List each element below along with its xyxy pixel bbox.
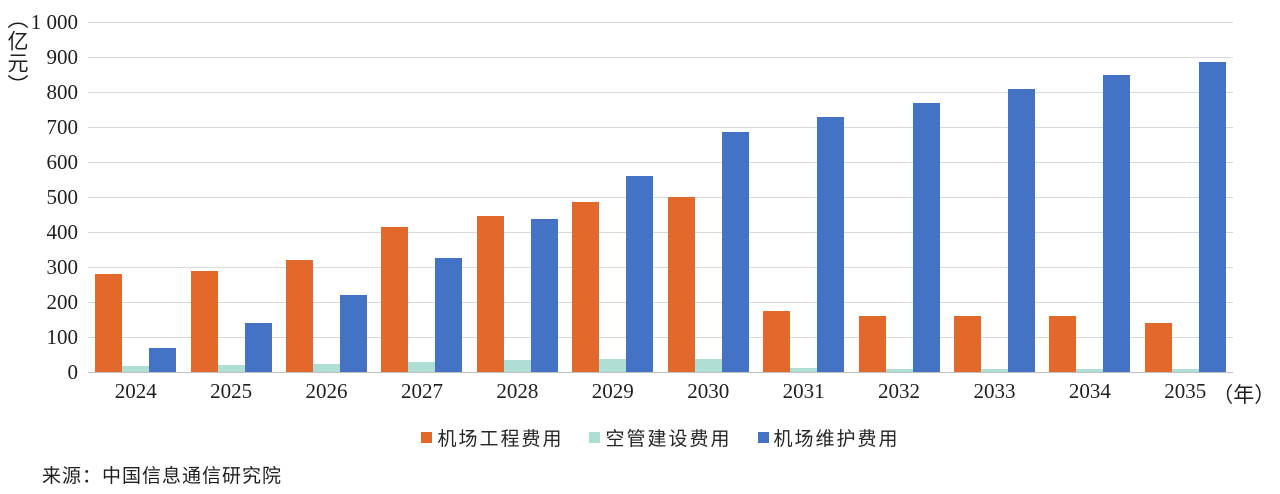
- bar-机场维护费用-2031: [817, 116, 845, 372]
- legend: 机场工程费用 空管建设费用 机场维护费用: [88, 424, 1233, 451]
- bar-机场维护费用-2030: [721, 132, 749, 372]
- gridline: [88, 92, 1233, 93]
- x-axis-tick-label: 2030: [687, 379, 730, 403]
- bar-空管建设费用-2025: [217, 365, 245, 372]
- bar-空管建设费用-2031: [790, 367, 818, 372]
- bar-机场工程费用-2031: [763, 310, 791, 372]
- bar-机场工程费用-2033: [953, 316, 981, 372]
- gridline: [88, 197, 1233, 198]
- x-axis-tick-label: 2033: [973, 379, 1016, 403]
- bar-空管建设费用-2027: [408, 362, 436, 372]
- bar-空管建设费用-2032: [885, 368, 913, 372]
- bar-空管建设费用-2028: [503, 360, 531, 372]
- x-axis-tick-label: 2031: [782, 379, 825, 403]
- gridline: [88, 127, 1233, 128]
- x-axis-tick-label: 2035: [1164, 379, 1207, 403]
- x-axis-tick-label: 2025: [210, 379, 253, 403]
- y-axis-unit-label: （亿元）: [5, 8, 29, 96]
- bar-空管建设费用-2026: [313, 363, 341, 372]
- y-axis-tick-label: 400: [46, 220, 79, 244]
- gridline: [88, 267, 1233, 268]
- gridline: [88, 337, 1233, 338]
- bar-机场维护费用-2025: [244, 323, 272, 372]
- legend-item-机场工程费用: 机场工程费用: [421, 424, 563, 451]
- bar-空管建设费用-2033: [980, 368, 1008, 372]
- bar-机场维护费用-2035: [1198, 62, 1226, 372]
- bar-机场工程费用-2029: [572, 202, 600, 372]
- x-axis-tick-label: 2029: [591, 379, 634, 403]
- gridline: [88, 57, 1233, 58]
- y-axis-tick-label: 700: [46, 115, 79, 139]
- x-axis-tick-label: 2032: [878, 379, 921, 403]
- bar-空管建设费用-2030: [694, 358, 722, 372]
- bar-机场工程费用-2030: [667, 197, 695, 372]
- source-note: 来源：中国信息通信研究院: [42, 466, 283, 487]
- bar-机场维护费用-2029: [626, 176, 654, 372]
- x-axis-tick-label: 2027: [400, 379, 443, 403]
- bar-空管建设费用-2035: [1171, 368, 1199, 372]
- legend-item-空管建设费用: 空管建设费用: [589, 424, 731, 451]
- bar-机场工程费用-2035: [1144, 323, 1172, 372]
- legend-label: 机场工程费用: [437, 429, 564, 450]
- bar-机场工程费用-2024: [95, 274, 123, 372]
- legend-swatch-icon: [421, 432, 433, 443]
- bar-机场维护费用-2027: [435, 258, 463, 372]
- bar-机场工程费用-2034: [1049, 316, 1077, 372]
- y-axis-tick-label: 500: [46, 185, 79, 209]
- bar-机场维护费用-2028: [530, 218, 558, 372]
- x-axis-tick-label: 2028: [496, 379, 539, 403]
- plot-area: [88, 22, 1233, 373]
- bar-机场维护费用-2032: [912, 102, 940, 372]
- bar-机场维护费用-2024: [149, 348, 177, 372]
- bar-机场工程费用-2026: [286, 260, 314, 372]
- gridline: [88, 232, 1233, 233]
- gridline: [88, 22, 1233, 23]
- gridline: [88, 162, 1233, 163]
- bar-机场工程费用-2025: [190, 270, 218, 372]
- bar-机场工程费用-2032: [858, 316, 886, 372]
- y-axis-tick-label: 300: [46, 255, 79, 279]
- legend-item-机场维护费用: 机场维护费用: [757, 424, 900, 451]
- y-axis-tick-label: 800: [46, 80, 79, 104]
- bar-空管建设费用-2024: [122, 365, 150, 372]
- bar-机场维护费用-2033: [1007, 88, 1035, 372]
- bar-机场工程费用-2028: [476, 216, 504, 372]
- x-axis-unit-label: （年）: [1212, 383, 1276, 407]
- legend-label: 空管建设费用: [605, 429, 732, 450]
- bar-空管建设费用-2034: [1076, 368, 1104, 372]
- x-axis-tick-label: 2034: [1068, 379, 1111, 403]
- y-axis-tick-label: 900: [46, 45, 79, 69]
- y-axis-tick-label: 100: [46, 325, 79, 349]
- y-axis-tick-label: 1 000: [30, 10, 78, 34]
- y-axis-tick-label: 200: [46, 290, 79, 314]
- legend-label: 机场维护费用: [773, 429, 900, 450]
- bar-机场维护费用-2034: [1103, 74, 1131, 372]
- y-axis-tick-label: 600: [46, 150, 79, 174]
- legend-swatch-icon: [757, 432, 769, 443]
- bar-机场工程费用-2027: [381, 226, 409, 372]
- x-axis-tick-label: 2024: [114, 379, 157, 403]
- legend-swatch-icon: [589, 432, 601, 443]
- bar-空管建设费用-2029: [599, 359, 627, 372]
- x-axis-tick-label: 2026: [305, 379, 348, 403]
- y-axis-tick-label: 0: [67, 360, 79, 384]
- x-axis-line: [88, 372, 1233, 373]
- gridline: [88, 302, 1233, 303]
- bar-机场维护费用-2026: [340, 295, 368, 372]
